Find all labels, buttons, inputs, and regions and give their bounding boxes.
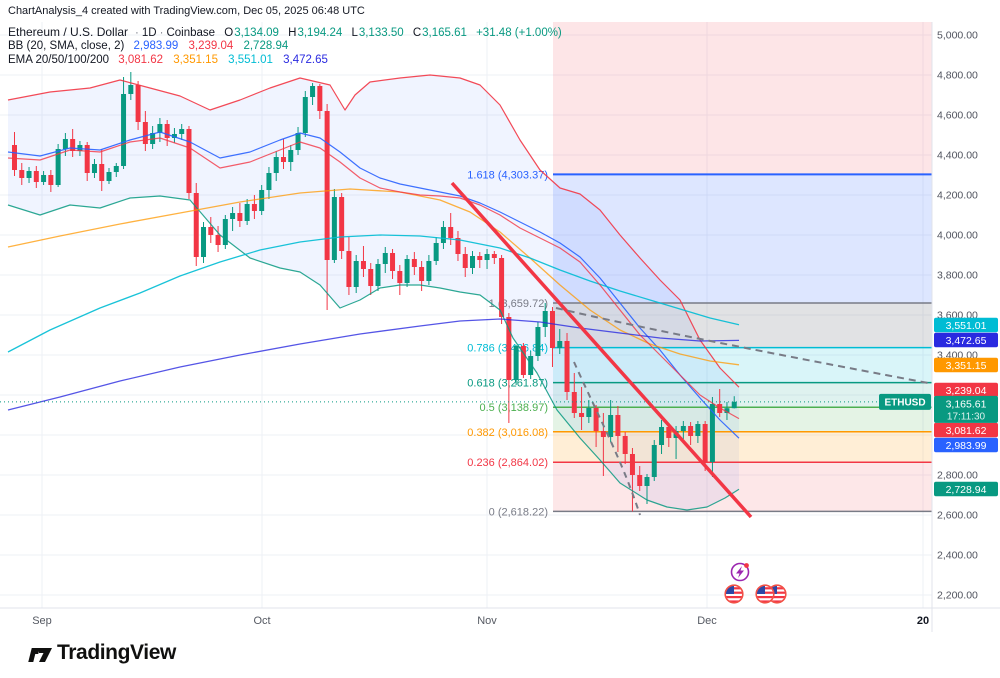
indicator-lines xyxy=(7,74,740,511)
candles-layer xyxy=(12,72,737,512)
symbol-price-badge xyxy=(879,393,931,410)
bb-label[interactable]: BB (20, SMA, close, 2) xyxy=(8,40,125,52)
svg-text:0.236 (2,864.02): 0.236 (2,864.02) xyxy=(467,457,548,469)
svg-text:3,551.01: 3,551.01 xyxy=(946,320,987,332)
interval[interactable]: 1D xyxy=(141,27,157,39)
bb-upper-line xyxy=(7,74,740,388)
price-axis-badges: 3,551.01 3,472.65 3,351.15 3,239.04 3,081.62… xyxy=(934,317,998,497)
svg-text:0.5 (3,138.97): 0.5 (3,138.97) xyxy=(480,402,549,414)
svg-text:Nov: Nov xyxy=(477,615,497,627)
dashed-trend-line-1[interactable] xyxy=(555,307,929,384)
event-markers[interactable] xyxy=(724,562,787,604)
chart-legend: Ethereum / U.S. Dollar · 1D · Coinbase O3,13… xyxy=(8,25,562,67)
svg-text:Sep: Sep xyxy=(32,615,52,627)
svg-text:4,000.00: 4,000.00 xyxy=(937,230,978,242)
svg-text:0.382 (3,016.08): 0.382 (3,016.08) xyxy=(467,427,548,439)
svg-text:4,400.00: 4,400.00 xyxy=(937,150,978,162)
footer-bar: TradingView xyxy=(0,632,1000,678)
open-label: O xyxy=(224,27,234,39)
ema200-value: 3,472.65 xyxy=(283,54,328,66)
bb-lower-line xyxy=(7,195,740,511)
close-value: 3,165.61 xyxy=(422,27,467,39)
ema-20-line xyxy=(7,137,740,420)
svg-text:Oct: Oct xyxy=(253,615,270,627)
svg-text:2,983.99: 2,983.99 xyxy=(946,440,987,452)
svg-text:3,800.00: 3,800.00 xyxy=(937,270,978,282)
brand-name[interactable]: TradingView xyxy=(57,641,176,664)
change-value: +31.48 (+1.00%) xyxy=(476,27,562,39)
svg-text:5,000.00: 5,000.00 xyxy=(937,30,978,42)
svg-text:4,200.00: 4,200.00 xyxy=(937,190,978,202)
ema50-value: 3,351.15 xyxy=(173,54,218,66)
svg-text:3,351.15: 3,351.15 xyxy=(946,360,987,372)
chart-area[interactable]: 1.618 (4,303.37)1 (3,659.72)0.786 (3,436… xyxy=(0,22,1000,632)
svg-text:ETHUSD: ETHUSD xyxy=(884,397,925,408)
time-axis[interactable]: Sep Oct Nov Dec 20 xyxy=(32,615,929,627)
svg-text:2,728.94: 2,728.94 xyxy=(946,484,987,496)
ema-50-line xyxy=(7,188,740,366)
svg-text:Dec: Dec xyxy=(697,615,717,627)
legend-ema-row[interactable]: EMA 20/50/100/200 3,081.62 3,351.15 3,55… xyxy=(8,53,562,67)
bb-basis-value: 2,983.99 xyxy=(133,40,179,52)
ema20-value: 3,081.62 xyxy=(118,54,163,66)
ema100-value: 3,551.01 xyxy=(228,54,273,66)
event-flash-icon[interactable] xyxy=(730,562,750,582)
ema-label[interactable]: EMA 20/50/100/200 xyxy=(8,54,110,66)
symbol-name[interactable]: Ethereum / U.S. Dollar xyxy=(8,25,129,39)
downtrend-line[interactable] xyxy=(450,181,753,519)
open-value: 3,134.09 xyxy=(234,27,279,39)
svg-text:0 (2,618.22): 0 (2,618.22) xyxy=(489,506,548,518)
bb-upper-value: 3,239.04 xyxy=(188,40,234,52)
dashed-trend-line-2[interactable] xyxy=(573,361,641,516)
svg-text:20: 20 xyxy=(917,615,929,627)
svg-text:4,600.00: 4,600.00 xyxy=(937,110,978,122)
low-value: 3,133.50 xyxy=(358,27,404,39)
svg-text:2,800.00: 2,800.00 xyxy=(937,470,978,482)
bb-basis-line xyxy=(7,131,740,439)
svg-text:4,800.00: 4,800.00 xyxy=(937,70,978,82)
bb-lower-value: 2,728.94 xyxy=(243,40,289,52)
high-label: H xyxy=(288,27,297,39)
svg-text:3,165.61: 3,165.61 xyxy=(946,398,987,410)
last-price-badge xyxy=(934,395,998,423)
ema-100-line xyxy=(7,234,740,353)
trend-drawings[interactable] xyxy=(450,181,929,519)
legend-symbol-row[interactable]: Ethereum / U.S. Dollar · 1D · Coinbase O3,13… xyxy=(8,25,562,39)
price-chart-canvas[interactable]: 1.618 (4,303.37)1 (3,659.72)0.786 (3,436… xyxy=(0,22,1000,632)
svg-text:3,472.65: 3,472.65 xyxy=(946,335,987,347)
grid-lines xyxy=(0,22,932,608)
svg-text:1.618 (4,303.37): 1.618 (4,303.37) xyxy=(467,169,548,181)
fib-retracement-bands[interactable] xyxy=(553,22,932,512)
title-bar: ChartAnalysis_4 created with TradingView… xyxy=(0,0,1000,22)
svg-text:2,200.00: 2,200.00 xyxy=(937,590,978,602)
svg-text:0.618 (3,261.87): 0.618 (3,261.87) xyxy=(467,378,548,390)
svg-text:17:11:30: 17:11:30 xyxy=(947,411,986,422)
price-axis[interactable]: 5,000.00 4,800.00 4,600.00 4,400.00 4,200.00… xyxy=(937,30,978,602)
low-label: L xyxy=(351,27,358,39)
legend-bb-row[interactable]: BB (20, SMA, close, 2) 2,983.99 3,239.04… xyxy=(8,39,562,53)
svg-text:3,081.62: 3,081.62 xyxy=(946,425,987,437)
tradingview-logo-icon[interactable] xyxy=(28,643,54,667)
svg-text:2,400.00: 2,400.00 xyxy=(937,550,978,562)
svg-text:2,600.00: 2,600.00 xyxy=(937,510,978,522)
close-label: C xyxy=(412,27,422,39)
current-price-line: ETHUSD xyxy=(0,393,932,410)
svg-text:3,239.04: 3,239.04 xyxy=(946,385,987,397)
fib-retracement-levels[interactable]: 1.618 (4,303.37)1 (3,659.72)0.786 (3,436… xyxy=(467,169,932,518)
high-value: 3,194.24 xyxy=(297,27,343,39)
exchange: Coinbase xyxy=(166,27,216,39)
us-flag-icon[interactable] xyxy=(756,585,774,603)
us-flag-icon[interactable] xyxy=(725,585,743,603)
chart-title: ChartAnalysis_4 created with TradingView… xyxy=(8,5,365,17)
